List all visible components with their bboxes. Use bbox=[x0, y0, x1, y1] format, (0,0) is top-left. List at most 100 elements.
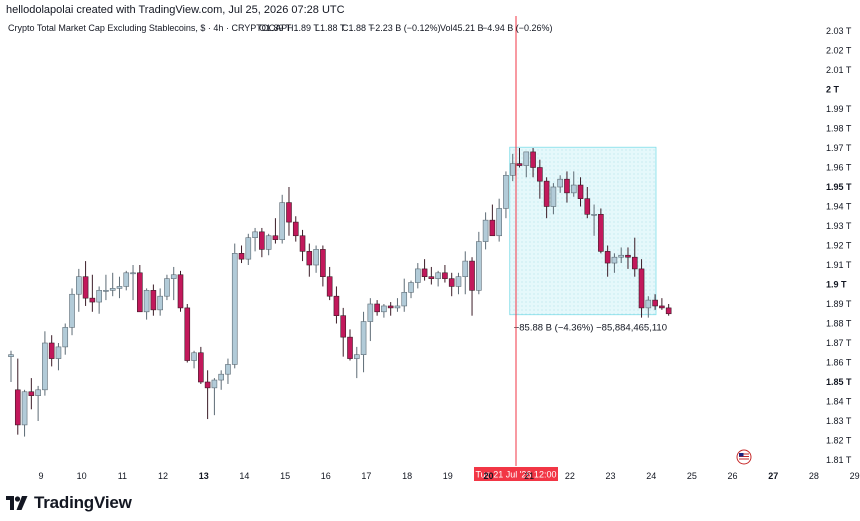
x-tick-label: 24 bbox=[646, 471, 656, 481]
candle bbox=[462, 251, 469, 295]
candle-body-down bbox=[387, 305, 394, 309]
candle bbox=[116, 276, 123, 299]
candle bbox=[231, 243, 238, 369]
candle bbox=[82, 261, 89, 306]
candle bbox=[625, 247, 631, 269]
legend-close: C1.88 T bbox=[342, 23, 374, 33]
y-tick-label: 1.87 T bbox=[826, 338, 852, 348]
x-tick-label: 21 bbox=[524, 471, 534, 481]
candle-body-down bbox=[543, 180, 550, 207]
candle bbox=[401, 278, 408, 312]
tradingview-logo-icon bbox=[6, 496, 28, 510]
x-tick-label: 18 bbox=[402, 471, 412, 481]
y-tick-label: 1.96 T bbox=[826, 163, 852, 173]
candle bbox=[35, 385, 41, 421]
candle-body-down bbox=[659, 305, 665, 309]
candle bbox=[591, 204, 597, 236]
candle bbox=[306, 243, 313, 277]
candle bbox=[69, 288, 75, 336]
x-tick-label: 15 bbox=[280, 471, 290, 481]
candle-body-up bbox=[130, 272, 136, 275]
y-tick-label: 2 T bbox=[826, 85, 840, 95]
candle bbox=[177, 270, 184, 312]
candle bbox=[469, 257, 475, 316]
candle-body-up bbox=[381, 305, 387, 313]
y-tick-label: 1.9 T bbox=[826, 280, 847, 290]
candle-body-down bbox=[259, 231, 265, 250]
candle-body-up bbox=[69, 293, 75, 328]
y-tick-label: 1.97 T bbox=[826, 143, 852, 153]
candle bbox=[259, 227, 265, 258]
crosshair-date-badge bbox=[474, 467, 558, 481]
candle-body-up bbox=[476, 241, 482, 291]
candle bbox=[96, 286, 102, 314]
candle-body-up bbox=[96, 290, 102, 303]
candle-body-down bbox=[638, 268, 645, 309]
candle-body-up bbox=[252, 231, 258, 239]
candle bbox=[408, 280, 414, 299]
candle bbox=[157, 288, 163, 316]
candle bbox=[164, 274, 170, 301]
candle-body-up bbox=[462, 260, 469, 278]
candle-body-down bbox=[320, 249, 326, 277]
candle-body-up bbox=[21, 391, 28, 426]
candle-body-up bbox=[509, 163, 516, 176]
candle-body-up bbox=[523, 151, 530, 166]
candle bbox=[618, 247, 625, 264]
candle bbox=[543, 177, 550, 219]
candle-body-down bbox=[652, 299, 658, 307]
candle-body-up bbox=[55, 346, 62, 359]
candle-body-down bbox=[177, 274, 184, 309]
candle bbox=[238, 245, 245, 264]
y-tick-label: 1.83 T bbox=[826, 416, 852, 426]
candle-body-up bbox=[265, 235, 272, 250]
legend-layer: Crypto Total Market Cap Excluding Stable… bbox=[8, 23, 553, 33]
crosshair-date-label: Tue 21 Jul '26 12:00 bbox=[476, 470, 557, 480]
candle-body-down bbox=[584, 198, 591, 215]
candle bbox=[489, 204, 496, 237]
candle bbox=[137, 265, 143, 313]
y-tick-label: 1.95 T bbox=[826, 182, 852, 192]
x-tick-label: 28 bbox=[809, 471, 819, 481]
candle-body-up bbox=[360, 321, 367, 355]
candle bbox=[659, 298, 665, 310]
candle bbox=[584, 187, 591, 219]
candle bbox=[604, 245, 611, 277]
candle bbox=[28, 378, 35, 410]
candle-body-down bbox=[421, 268, 428, 277]
tradingview-logo[interactable]: TradingView bbox=[6, 493, 132, 513]
candle bbox=[347, 329, 353, 361]
candle bbox=[387, 302, 394, 316]
legend-symbol: Crypto Total Market Cap Excluding Stable… bbox=[8, 23, 287, 33]
x-tick-label: 14 bbox=[239, 471, 249, 481]
candle-body-down bbox=[292, 221, 299, 237]
candle-body-up bbox=[35, 389, 41, 396]
candle-body-up bbox=[143, 290, 150, 313]
y-tick-label: 1.86 T bbox=[826, 358, 852, 368]
candle bbox=[326, 266, 333, 301]
candle-body-up bbox=[367, 303, 374, 322]
candle bbox=[42, 331, 48, 396]
x-tick-label: 16 bbox=[321, 471, 331, 481]
candle-body-up bbox=[557, 178, 563, 188]
candle bbox=[76, 268, 82, 312]
y-tick-label: 1.99 T bbox=[826, 104, 852, 114]
chart-credit: hellodolapolai created with TradingView.… bbox=[6, 4, 345, 16]
legend-low: L1.88 T bbox=[315, 23, 346, 33]
candle bbox=[48, 335, 55, 367]
candle bbox=[665, 304, 672, 316]
candle bbox=[516, 148, 523, 168]
candle bbox=[421, 259, 428, 281]
candle bbox=[442, 265, 448, 283]
candle bbox=[218, 370, 224, 390]
us-flag-icon[interactable] bbox=[736, 449, 752, 465]
measure-layer: −85.88 B (−4.36%) −85,884,465,110 bbox=[509, 146, 667, 334]
candle-body-down bbox=[631, 256, 638, 270]
candle bbox=[414, 263, 421, 289]
y-tick-label: 1.85 T bbox=[826, 377, 852, 387]
candle bbox=[611, 253, 618, 273]
candle-body-up bbox=[455, 276, 462, 287]
candle bbox=[123, 270, 130, 291]
y-tick-label: 1.98 T bbox=[826, 124, 852, 134]
